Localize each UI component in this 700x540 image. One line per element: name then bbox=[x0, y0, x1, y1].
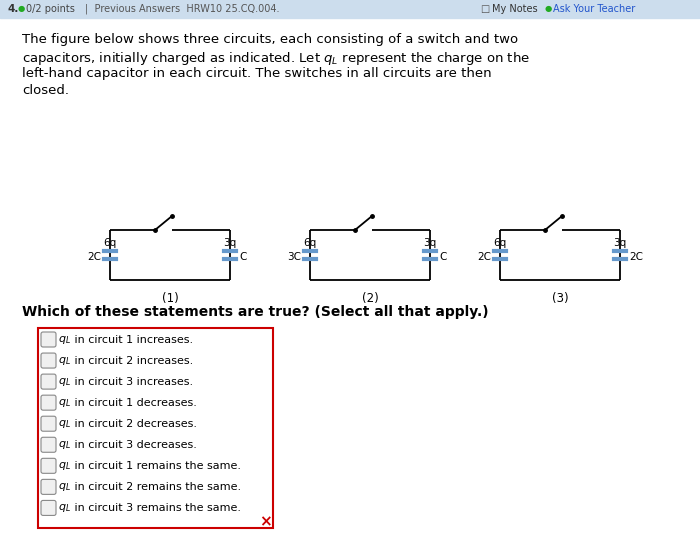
Text: (3): (3) bbox=[552, 292, 568, 305]
Text: |  Previous Answers  HRW10 25.CQ.004.: | Previous Answers HRW10 25.CQ.004. bbox=[85, 4, 279, 14]
Text: ●: ● bbox=[545, 4, 552, 14]
Text: 6q: 6q bbox=[104, 238, 117, 248]
Text: $q_L$: $q_L$ bbox=[58, 376, 71, 388]
Text: C: C bbox=[239, 252, 246, 262]
Text: in circuit 1 remains the same.: in circuit 1 remains the same. bbox=[71, 461, 241, 471]
Text: in circuit 2 remains the same.: in circuit 2 remains the same. bbox=[71, 482, 241, 492]
Text: Which of these statements are true? (Select all that apply.): Which of these statements are true? (Sel… bbox=[22, 305, 489, 319]
Text: left-hand capacitor in each circuit. The switches in all circuits are then: left-hand capacitor in each circuit. The… bbox=[22, 67, 491, 80]
FancyBboxPatch shape bbox=[41, 501, 56, 515]
Text: $q_L$: $q_L$ bbox=[58, 397, 71, 409]
Bar bbox=[0, 0, 700, 18]
Text: closed.: closed. bbox=[22, 84, 69, 97]
FancyBboxPatch shape bbox=[41, 437, 56, 453]
Text: $q_L$: $q_L$ bbox=[58, 460, 71, 472]
FancyBboxPatch shape bbox=[41, 395, 56, 410]
Text: $q_L$: $q_L$ bbox=[58, 439, 71, 451]
Text: $q_L$: $q_L$ bbox=[58, 481, 71, 494]
Text: 3C: 3C bbox=[287, 252, 301, 262]
Text: 3q: 3q bbox=[424, 238, 437, 248]
Text: in circuit 3 increases.: in circuit 3 increases. bbox=[71, 377, 193, 387]
Text: (1): (1) bbox=[162, 292, 178, 305]
Text: (2): (2) bbox=[362, 292, 379, 305]
FancyBboxPatch shape bbox=[41, 332, 56, 347]
FancyBboxPatch shape bbox=[41, 458, 56, 474]
Text: capacitors, initially charged as indicated. Let $q_L$ represent the charge on th: capacitors, initially charged as indicat… bbox=[22, 50, 530, 67]
Text: $q_L$: $q_L$ bbox=[58, 418, 71, 430]
Text: ×: × bbox=[258, 515, 272, 530]
Text: in circuit 1 increases.: in circuit 1 increases. bbox=[71, 335, 193, 345]
Text: 4.: 4. bbox=[8, 4, 20, 14]
Text: C: C bbox=[439, 252, 447, 262]
Text: in circuit 1 decreases.: in circuit 1 decreases. bbox=[71, 398, 197, 408]
Text: in circuit 3 remains the same.: in circuit 3 remains the same. bbox=[71, 503, 241, 514]
Text: $q_L$: $q_L$ bbox=[58, 502, 71, 515]
Text: 0/2 points: 0/2 points bbox=[26, 4, 75, 14]
Text: $q_L$: $q_L$ bbox=[58, 334, 71, 346]
Text: My Notes: My Notes bbox=[492, 4, 538, 14]
Text: The figure below shows three circuits, each consisting of a switch and two: The figure below shows three circuits, e… bbox=[22, 33, 518, 46]
Text: in circuit 2 increases.: in circuit 2 increases. bbox=[71, 356, 193, 366]
Text: 6q: 6q bbox=[303, 238, 316, 248]
Text: Ask Your Teacher: Ask Your Teacher bbox=[553, 4, 636, 14]
Text: 2C: 2C bbox=[477, 252, 491, 262]
FancyBboxPatch shape bbox=[41, 353, 56, 368]
Text: ●: ● bbox=[18, 4, 25, 14]
Text: 2C: 2C bbox=[87, 252, 101, 262]
Text: 6q: 6q bbox=[494, 238, 507, 248]
FancyBboxPatch shape bbox=[41, 480, 56, 494]
Text: in circuit 3 decreases.: in circuit 3 decreases. bbox=[71, 440, 197, 450]
Text: □: □ bbox=[480, 4, 489, 14]
FancyBboxPatch shape bbox=[41, 374, 56, 389]
Bar bbox=[38, 328, 273, 528]
Text: in circuit 2 decreases.: in circuit 2 decreases. bbox=[71, 419, 197, 429]
Text: 3q: 3q bbox=[223, 238, 237, 248]
Text: $q_L$: $q_L$ bbox=[58, 355, 71, 367]
Text: 3q: 3q bbox=[613, 238, 626, 248]
FancyBboxPatch shape bbox=[41, 416, 56, 431]
Text: 2C: 2C bbox=[629, 252, 643, 262]
